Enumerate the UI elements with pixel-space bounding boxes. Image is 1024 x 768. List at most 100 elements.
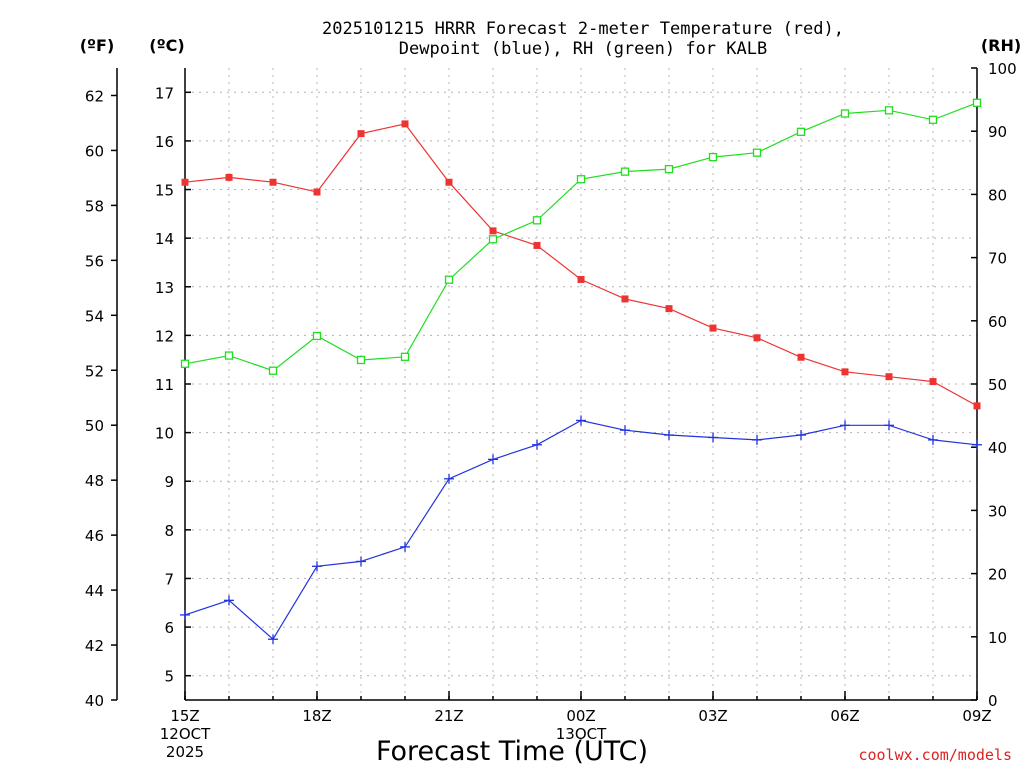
celsius-tick-label: 5 <box>164 668 174 686</box>
data-point <box>928 115 938 124</box>
data-point <box>488 235 498 244</box>
rh-tick-label: 0 <box>988 692 998 710</box>
data-point <box>928 434 938 445</box>
data-point <box>400 541 410 552</box>
data-series <box>180 98 982 645</box>
data-point <box>577 275 585 283</box>
data-point <box>884 106 894 115</box>
data-point <box>753 334 761 342</box>
time-tick-label: 12OCT <box>160 725 211 743</box>
data-point <box>796 430 806 441</box>
data-point <box>664 430 674 441</box>
time-tick-label: 06Z <box>830 707 859 725</box>
data-point <box>708 152 718 162</box>
data-point <box>533 241 541 249</box>
chart-title-line-2: Dewpoint (blue), RH (green) for KALB <box>399 39 767 59</box>
rh-tick-label: 60 <box>988 313 1007 331</box>
celsius-tick-label: 15 <box>155 182 174 200</box>
celsius-tick-label: 9 <box>164 473 174 491</box>
grid-lines <box>185 68 977 700</box>
celsius-tick-label: 11 <box>155 376 174 394</box>
data-point <box>224 595 234 606</box>
time-tick-label: 13OCT <box>556 725 607 743</box>
data-point <box>797 353 805 361</box>
data-point <box>489 227 497 235</box>
data-point <box>709 324 717 332</box>
data-point <box>357 130 365 138</box>
celsius-axis: 5 6 7 8 9 10 11 12 13 14 15 16 17 <box>155 84 191 686</box>
data-point <box>444 473 454 484</box>
data-point <box>268 634 278 645</box>
series-2-meter-temperature <box>181 120 981 410</box>
data-point <box>312 331 322 341</box>
fahrenheit-tick-label: 56 <box>85 252 104 270</box>
rh-tick-label: 10 <box>988 629 1007 647</box>
rh-tick-label: 90 <box>988 123 1007 141</box>
data-point <box>181 178 189 186</box>
time-tick-label: 00Z <box>566 707 595 725</box>
data-point <box>840 109 850 118</box>
fahrenheit-axis-unit: (ºF) <box>80 36 115 55</box>
data-point <box>620 167 630 176</box>
data-point <box>665 305 673 313</box>
data-point <box>532 439 542 450</box>
data-point <box>312 561 322 572</box>
data-point <box>708 432 718 443</box>
data-point <box>752 148 762 157</box>
data-point <box>532 216 542 225</box>
chart-title-line-1: 2025101215 HRRR Forecast 2-meter Tempera… <box>322 19 844 39</box>
fahrenheit-tick-label: 52 <box>85 362 104 380</box>
data-point <box>400 352 410 361</box>
rh-tick-label: 100 <box>988 60 1017 78</box>
data-point <box>224 351 234 360</box>
data-point <box>180 359 190 368</box>
data-point <box>576 175 586 184</box>
time-tick-label: 21Z <box>434 707 463 725</box>
data-point <box>972 98 982 107</box>
celsius-tick-label: 14 <box>155 230 174 248</box>
data-point <box>444 275 454 284</box>
data-point <box>576 415 586 426</box>
fahrenheit-tick-label: 40 <box>85 692 104 710</box>
data-point <box>752 434 762 445</box>
data-point <box>356 355 366 365</box>
celsius-tick-label: 8 <box>164 522 174 540</box>
x-axis-label: Forecast Time (UTC) <box>376 736 648 767</box>
fahrenheit-tick-label: 50 <box>85 417 104 435</box>
rh-tick-label: 20 <box>988 566 1007 584</box>
axes <box>116 68 978 701</box>
data-point <box>620 425 630 436</box>
celsius-tick-label: 7 <box>164 570 174 588</box>
data-point <box>356 556 366 567</box>
site-credit: coolwx.com/models <box>858 746 1012 764</box>
fahrenheit-tick-label: 46 <box>85 527 104 545</box>
celsius-tick-label: 16 <box>155 133 174 151</box>
series-dewpoint <box>180 415 982 645</box>
rh-tick-label: 30 <box>988 502 1007 520</box>
time-tick-label: 2025 <box>166 743 204 761</box>
data-point <box>225 173 233 181</box>
fahrenheit-tick-label: 54 <box>85 307 104 325</box>
data-point <box>664 164 674 174</box>
rh-tick-label: 40 <box>988 439 1007 457</box>
fahrenheit-axis: 40 42 44 46 48 50 52 54 56 58 60 62 <box>85 87 117 710</box>
data-point <box>884 420 894 431</box>
fahrenheit-tick-label: 60 <box>85 142 104 160</box>
fahrenheit-tick-label: 44 <box>85 582 104 600</box>
series-rh <box>180 98 982 375</box>
data-point <box>796 127 806 136</box>
data-point <box>268 366 278 375</box>
data-point <box>621 295 629 303</box>
data-point <box>180 609 190 620</box>
data-point <box>445 178 453 186</box>
fahrenheit-tick-label: 42 <box>85 637 104 655</box>
celsius-tick-label: 10 <box>155 425 174 443</box>
rh-axis: 0 10 20 30 40 50 60 70 80 90 100 <box>971 60 1017 710</box>
celsius-tick-label: 13 <box>155 279 174 297</box>
time-tick-label: 09Z <box>962 707 991 725</box>
data-point <box>841 368 849 376</box>
time-tick-label: 18Z <box>302 707 331 725</box>
celsius-tick-label: 12 <box>155 327 174 345</box>
